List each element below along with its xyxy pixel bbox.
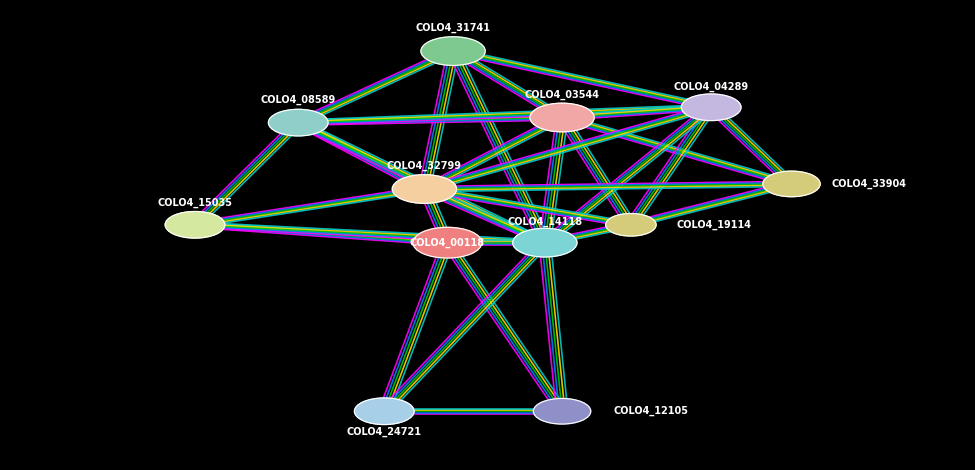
Text: COLO4_24721: COLO4_24721 [347, 427, 422, 437]
Text: COLO4_14118: COLO4_14118 [507, 217, 582, 227]
Text: COLO4_08589: COLO4_08589 [260, 94, 335, 105]
Text: COLO4_19114: COLO4_19114 [677, 219, 752, 230]
Text: COLO4_31741: COLO4_31741 [415, 23, 490, 33]
Circle shape [165, 212, 225, 238]
Circle shape [421, 37, 486, 65]
Text: COLO4_32799: COLO4_32799 [387, 161, 462, 171]
Circle shape [762, 171, 820, 196]
Text: COLO4_15035: COLO4_15035 [158, 198, 232, 209]
Circle shape [605, 213, 656, 236]
Circle shape [533, 399, 591, 424]
Circle shape [530, 103, 594, 132]
Circle shape [392, 175, 456, 204]
Circle shape [268, 110, 328, 136]
Text: COLO4_12105: COLO4_12105 [613, 406, 688, 416]
Circle shape [682, 94, 741, 121]
Text: COLO4_33904: COLO4_33904 [832, 179, 907, 189]
Circle shape [413, 227, 482, 258]
Text: COLO4_00118: COLO4_00118 [410, 237, 485, 248]
Text: COLO4_04289: COLO4_04289 [674, 82, 749, 92]
Circle shape [355, 398, 414, 424]
Circle shape [513, 228, 577, 257]
Text: COLO4_03544: COLO4_03544 [525, 89, 600, 100]
